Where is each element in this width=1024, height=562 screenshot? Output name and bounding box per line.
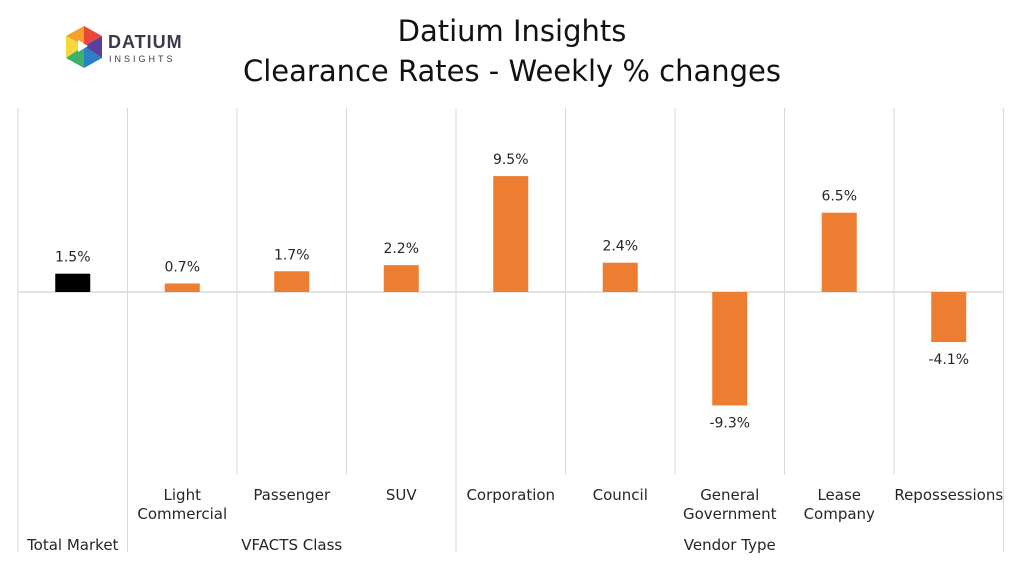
chart-subtitle: Clearance Rates - Weekly % changes (242, 54, 781, 88)
category-label: Commercial (137, 505, 227, 523)
data-label: 2.2% (383, 241, 419, 257)
bar (383, 265, 419, 292)
data-label: 2.4% (602, 239, 638, 255)
category-label: SUV (386, 486, 418, 504)
data-label: 0.7% (164, 259, 200, 275)
data-label: 6.5% (821, 189, 857, 205)
bar (602, 262, 638, 292)
category-label: General (700, 486, 759, 504)
category-label: Government (683, 505, 777, 523)
logo-tagline: INSIGHTS (109, 54, 176, 64)
bar (55, 273, 91, 292)
category-label: Light (164, 486, 202, 504)
category-label: Council (593, 486, 648, 504)
chart-title: Datium Insights (397, 14, 627, 48)
category-label: Lease (817, 486, 861, 504)
group-label: Vendor Type (684, 536, 776, 554)
data-label: -9.3% (709, 415, 750, 431)
category-label: Passenger (253, 486, 331, 504)
group-label: VFACTS Class (241, 536, 342, 554)
bar (931, 292, 967, 343)
data-label: 9.5% (493, 152, 529, 168)
category-label: Repossessions (894, 486, 1003, 504)
datium-logo-mark (66, 26, 102, 68)
category-label: Total Market (26, 536, 118, 554)
data-label: -4.1% (928, 352, 969, 368)
data-label: 1.5% (55, 250, 91, 266)
data-label: 1.7% (274, 247, 310, 263)
category-label: Corporation (466, 486, 555, 504)
bar (821, 212, 857, 292)
category-label: Company (804, 505, 875, 523)
bar (712, 292, 748, 406)
logo-name: DATIUM (108, 32, 183, 52)
bar (274, 271, 310, 292)
datium-logo: DATIUM INSIGHTS (66, 26, 183, 68)
bar (164, 283, 200, 292)
bar (493, 176, 529, 292)
